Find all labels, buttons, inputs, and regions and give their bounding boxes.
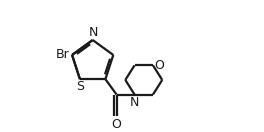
Text: O: O bbox=[155, 59, 164, 72]
Text: N: N bbox=[88, 26, 98, 39]
Text: N: N bbox=[130, 96, 139, 109]
Text: S: S bbox=[76, 81, 84, 93]
Text: Br: Br bbox=[55, 48, 69, 62]
Text: O: O bbox=[112, 118, 121, 131]
